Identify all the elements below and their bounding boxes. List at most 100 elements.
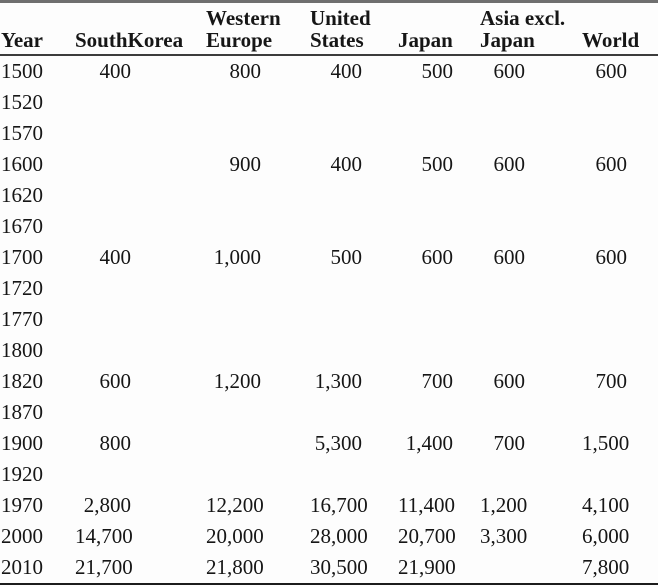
value-cell-south-korea — [75, 459, 206, 490]
value-cell-western-europe: 12,200 — [206, 493, 264, 517]
year-cell: 1700 — [1, 245, 43, 269]
year-cell: 1800 — [1, 338, 43, 362]
value-cell-asia-excl-japan — [480, 335, 582, 366]
value-cell-united-states — [310, 335, 398, 366]
value-cell-western-europe — [206, 428, 310, 459]
value-cell-japan: 700 — [421, 369, 454, 393]
value-cell-japan — [398, 304, 480, 335]
table-row: 1620 — [0, 180, 658, 211]
header-row: Year SouthKorea Western Europe United State… — [0, 1, 658, 56]
value-cell-united-states — [310, 273, 398, 304]
value-cell-south-korea — [75, 273, 206, 304]
value-cell-united-states — [310, 304, 398, 335]
table-row: 1800 — [0, 335, 658, 366]
year-cell: 1970 — [1, 493, 43, 517]
value-cell-western-europe — [206, 459, 310, 490]
value-cell-world — [582, 87, 658, 118]
column-header-south-korea: SouthKorea — [75, 1, 206, 56]
year-cell: 1900 — [1, 431, 43, 455]
value-cell-united-states: 28,000 — [310, 524, 368, 548]
year-cell: 1620 — [1, 183, 43, 207]
year-cell: 1600 — [1, 152, 43, 176]
value-cell-world — [582, 304, 658, 335]
value-cell-world — [582, 273, 658, 304]
table-row: 1770 — [0, 304, 658, 335]
value-cell-world — [582, 180, 658, 211]
value-cell-united-states: 5,300 — [314, 431, 362, 455]
value-cell-south-korea: 2,800 — [83, 493, 131, 517]
year-cell: 1770 — [1, 307, 43, 331]
year-cell: 1570 — [1, 121, 43, 145]
year-cell: 1920 — [1, 462, 43, 486]
value-cell-japan — [398, 273, 480, 304]
table-row: 2000 14,700 20,000 28,000 20,700 3,300 6,000 — [0, 521, 658, 552]
column-header-world: World — [582, 1, 658, 56]
value-cell-south-korea: 400 — [99, 245, 132, 269]
value-cell-western-europe: 900 — [229, 152, 262, 176]
value-cell-asia-excl-japan — [480, 397, 582, 428]
table-row: 1670 — [0, 211, 658, 242]
year-cell: 1820 — [1, 369, 43, 393]
value-cell-united-states: 30,500 — [310, 555, 368, 579]
value-cell-western-europe — [206, 180, 310, 211]
value-cell-japan — [398, 397, 480, 428]
column-header-western-europe: Western Europe — [206, 1, 310, 56]
value-cell-western-europe — [206, 273, 310, 304]
value-cell-united-states: 16,700 — [310, 493, 368, 517]
value-cell-south-korea: 14,700 — [75, 524, 133, 548]
value-cell-world — [582, 335, 658, 366]
year-cell: 2010 — [1, 555, 43, 579]
value-cell-western-europe — [206, 211, 310, 242]
value-cell-japan — [398, 87, 480, 118]
value-cell-japan: 600 — [421, 245, 454, 269]
value-cell-world: 600 — [595, 59, 628, 83]
value-cell-western-europe — [206, 304, 310, 335]
column-header-japan: Japan — [398, 1, 480, 56]
table-row: 1700 400 1,000 500 600 600 600 — [0, 242, 658, 273]
value-cell-asia-excl-japan — [480, 459, 582, 490]
value-cell-western-europe — [206, 335, 310, 366]
value-cell-western-europe: 21,800 — [206, 555, 264, 579]
value-cell-japan: 20,700 — [398, 524, 456, 548]
table-row: 1520 — [0, 87, 658, 118]
value-cell-japan: 11,400 — [398, 493, 455, 517]
value-cell-world: 7,800 — [582, 555, 630, 579]
value-cell-japan: 1,400 — [405, 431, 453, 455]
value-cell-world: 600 — [595, 152, 628, 176]
value-cell-south-korea — [75, 180, 206, 211]
value-cell-japan: 500 — [421, 152, 454, 176]
value-cell-asia-excl-japan: 700 — [493, 431, 526, 455]
value-cell-south-korea: 600 — [99, 369, 132, 393]
table-row: 1900 800 5,300 1,400 700 1,500 — [0, 428, 658, 459]
value-cell-asia-excl-japan — [480, 180, 582, 211]
value-cell-western-europe: 800 — [229, 59, 262, 83]
value-cell-western-europe: 1,200 — [213, 369, 261, 393]
value-cell-asia-excl-japan: 600 — [493, 369, 526, 393]
value-cell-south-korea — [75, 118, 206, 149]
value-cell-asia-excl-japan: 600 — [493, 59, 526, 83]
value-cell-asia-excl-japan — [480, 211, 582, 242]
year-cell: 2000 — [1, 524, 43, 548]
year-cell: 1720 — [1, 276, 43, 300]
value-cell-japan — [398, 335, 480, 366]
value-cell-united-states: 400 — [330, 59, 363, 83]
value-cell-japan — [398, 180, 480, 211]
value-cell-world — [582, 397, 658, 428]
column-header-united-states: United States — [310, 1, 398, 56]
table-row: 2010 21,700 21,800 30,500 21,900 7,800 — [0, 552, 658, 584]
value-cell-world: 4,100 — [582, 493, 630, 517]
value-cell-japan — [398, 118, 480, 149]
value-cell-western-europe — [206, 87, 310, 118]
table-row: 1920 — [0, 459, 658, 490]
table-row: 1820 600 1,200 1,300 700 600 700 — [0, 366, 658, 397]
table-row: 1870 — [0, 397, 658, 428]
column-header-year: Year — [0, 1, 75, 56]
value-cell-asia-excl-japan — [480, 273, 582, 304]
year-cell: 1500 — [1, 59, 43, 83]
value-cell-world: 1,500 — [582, 431, 630, 455]
value-cell-world: 600 — [595, 245, 628, 269]
value-cell-south-korea — [75, 397, 206, 428]
value-cell-western-europe: 1,000 — [213, 245, 261, 269]
value-cell-asia-excl-japan — [480, 552, 582, 584]
value-cell-asia-excl-japan: 600 — [493, 152, 526, 176]
